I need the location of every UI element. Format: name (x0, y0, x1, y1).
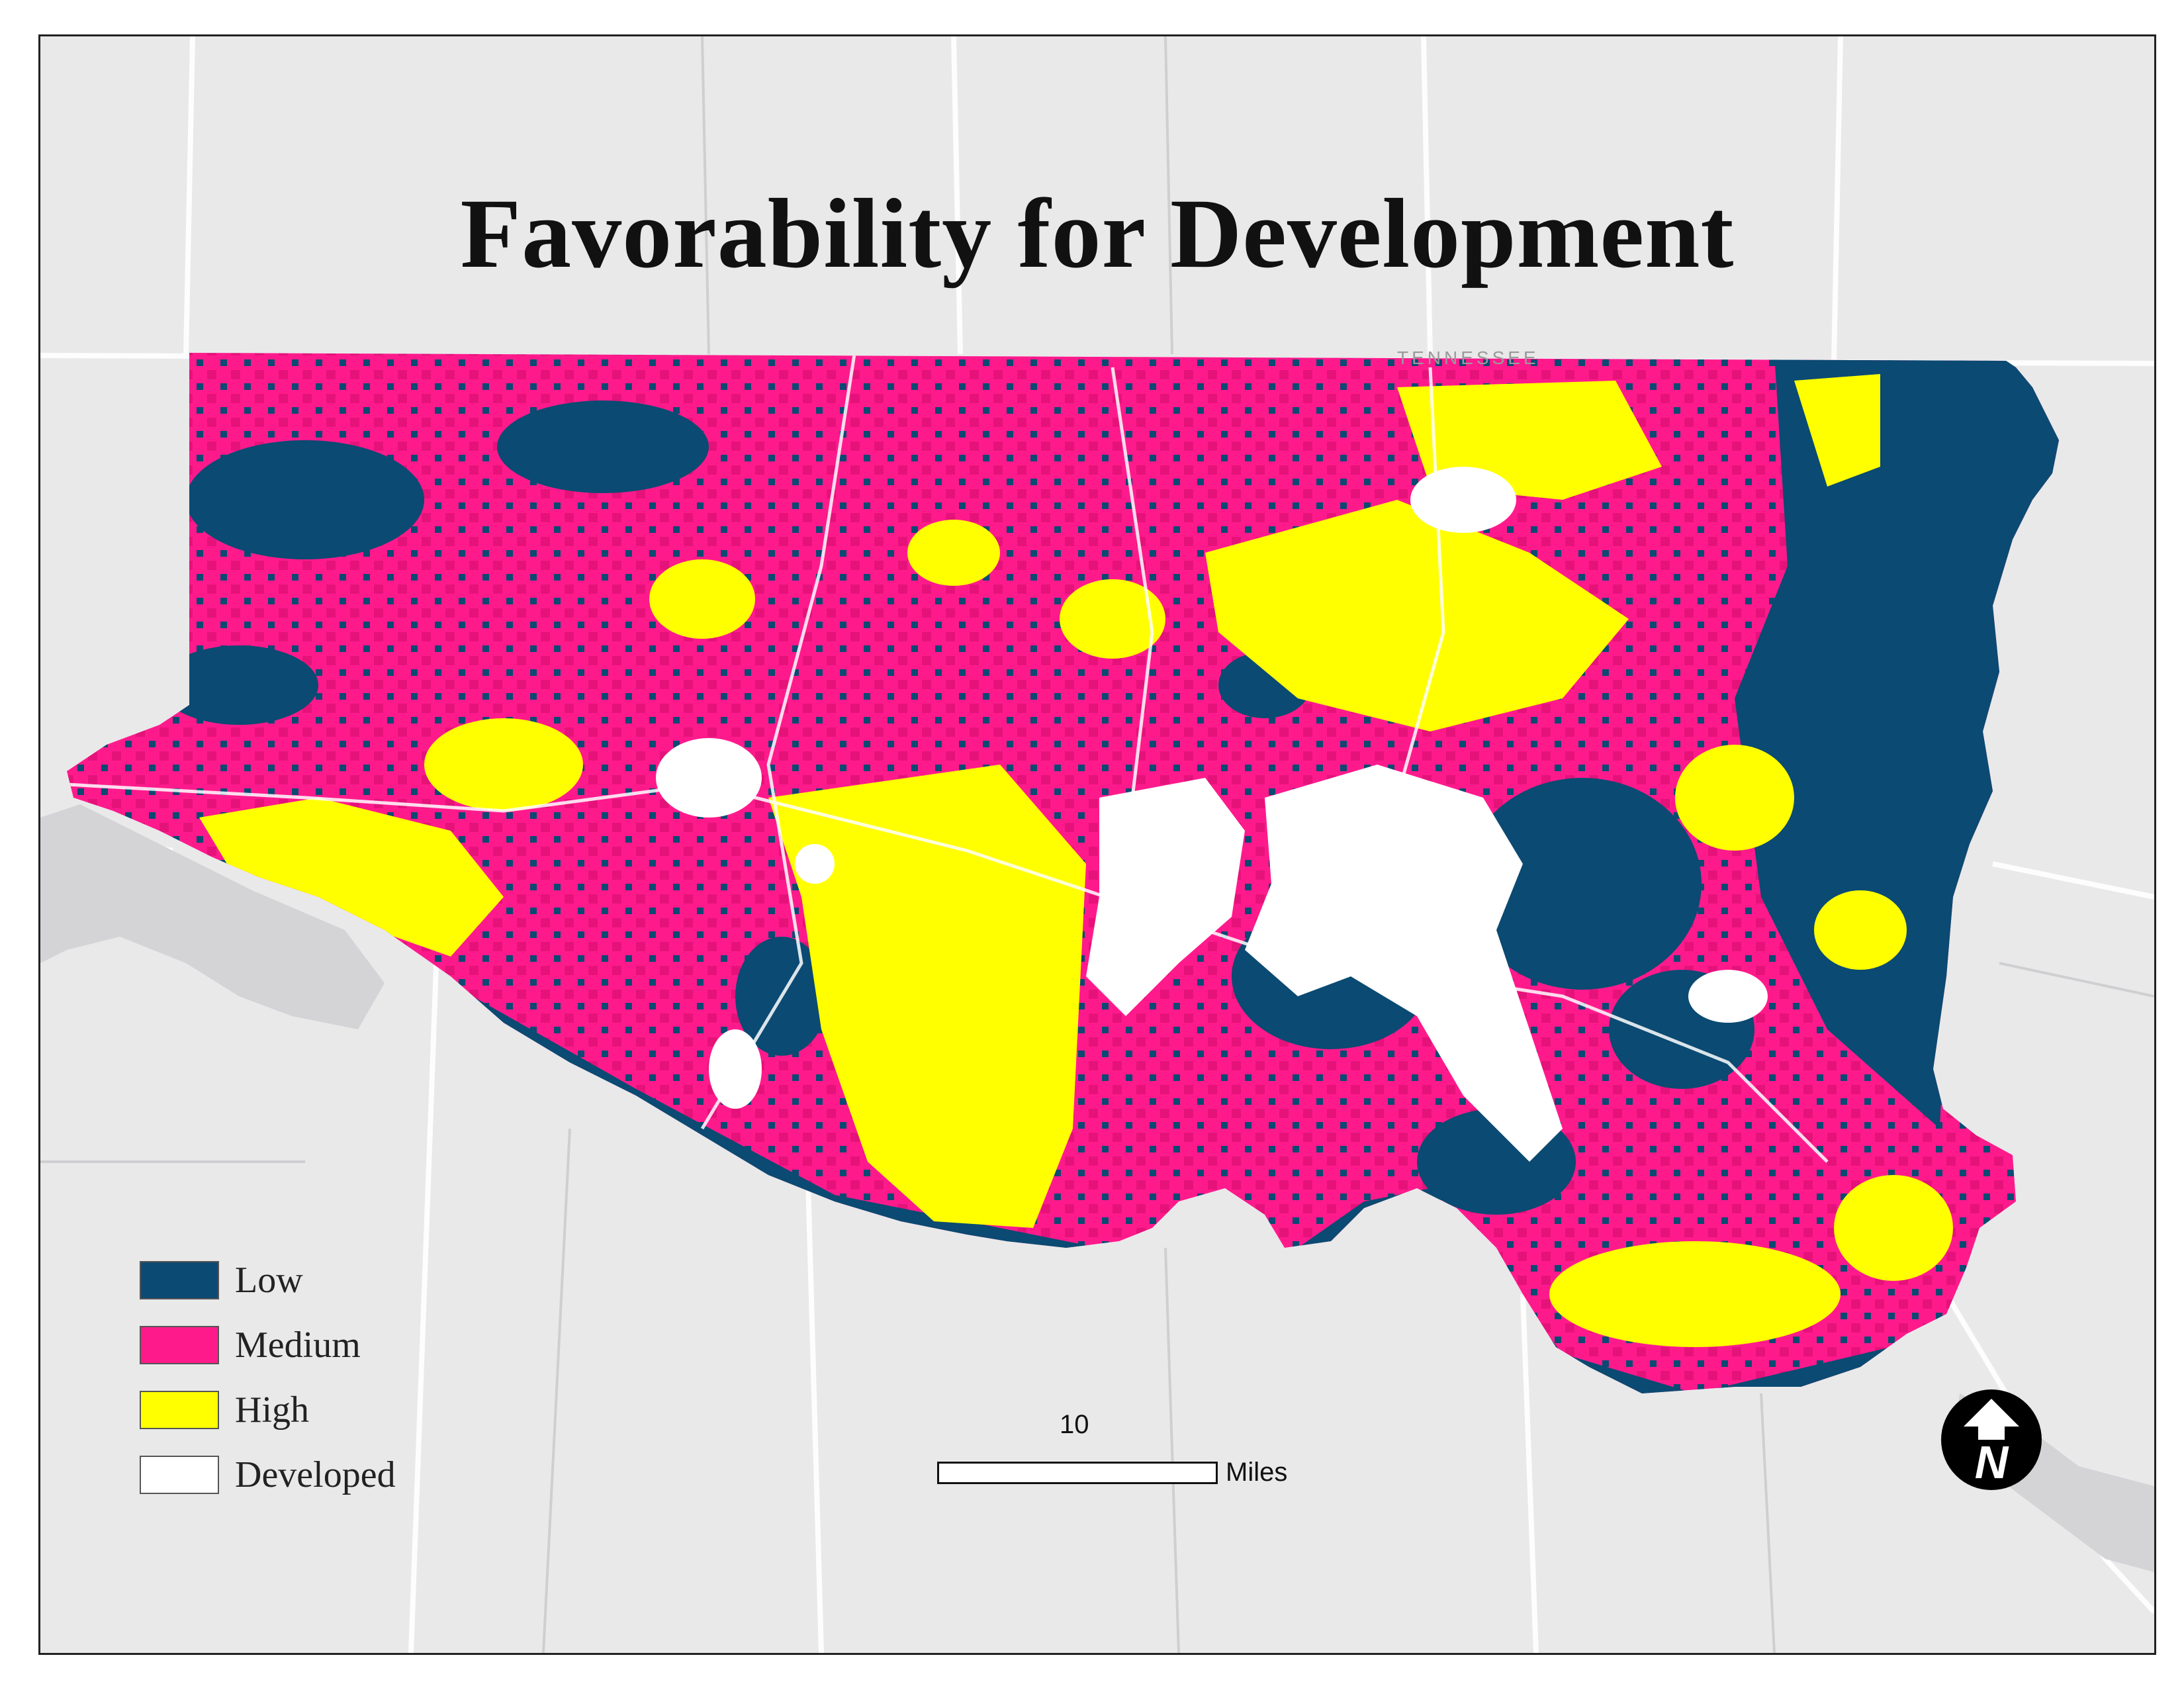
legend-label: Low (235, 1260, 303, 1301)
legend-label: Medium (235, 1325, 361, 1366)
north-letter: N (1975, 1436, 2009, 1488)
legend-swatch-low (140, 1261, 219, 1299)
north-arrow-icon: N (1941, 1389, 2042, 1490)
basemap-boundaries (40, 36, 2154, 1653)
legend-label: High (235, 1389, 309, 1430)
scale-unit: Miles (1226, 1458, 1288, 1487)
basemap (40, 36, 2154, 1653)
map-title: Favorability for Development (460, 179, 1735, 289)
legend-item-low: Low (140, 1248, 396, 1313)
legend-label: Developed (235, 1454, 396, 1495)
map-frame: Favorability for Development TENNESSEE L… (38, 34, 2156, 1655)
state-label: TENNESSEE (1397, 348, 1539, 368)
scale-value: 10 (1060, 1410, 1089, 1439)
legend-item-medium: Medium (140, 1313, 396, 1378)
legend-item-high: High (140, 1378, 396, 1442)
legend-swatch-developed (140, 1456, 219, 1494)
legend-swatch-high (140, 1391, 219, 1429)
legend: Low Medium High Developed (140, 1248, 396, 1507)
legend-item-developed: Developed (140, 1442, 396, 1507)
scale-bar-rect (937, 1462, 1218, 1484)
legend-swatch-medium (140, 1326, 219, 1364)
